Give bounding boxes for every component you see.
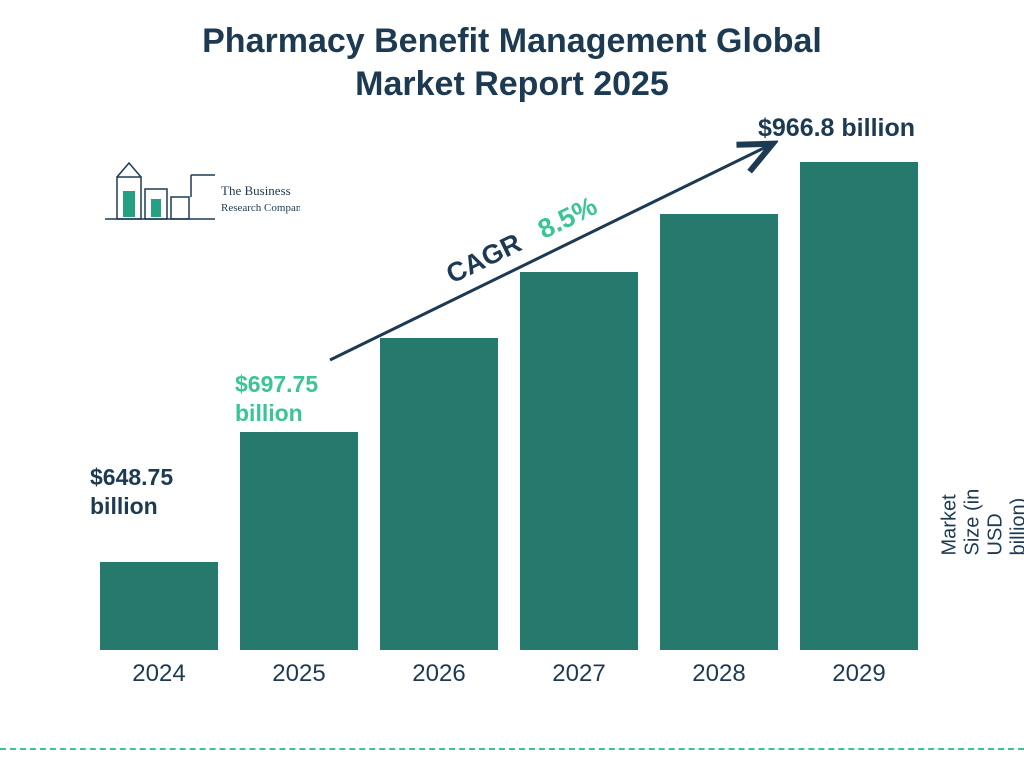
- category-label: 2029: [800, 660, 918, 688]
- footer-divider: [0, 748, 1024, 750]
- category-label: 2025: [240, 660, 358, 688]
- chart-title: Pharmacy Benefit Management Global Marke…: [0, 20, 1024, 105]
- value-label-1: $697.75billion: [235, 370, 318, 428]
- category-label: 2026: [380, 660, 498, 688]
- bar-2028: 2028: [660, 214, 778, 650]
- category-label: 2024: [100, 660, 218, 688]
- bar-2025: 2025: [240, 432, 358, 650]
- chart-canvas: Pharmacy Benefit Management Global Marke…: [0, 0, 1024, 768]
- bar-2026: 2026: [380, 338, 498, 650]
- y-axis-label: Market Size (in USD billion): [939, 477, 1024, 556]
- value-label-0: $648.75billion: [90, 463, 173, 521]
- title-line-2: Market Report 2025: [0, 63, 1024, 106]
- bar-2024: 2024: [100, 562, 218, 650]
- bar-2029: 2029: [800, 162, 918, 650]
- bar-2027: 2027: [520, 272, 638, 650]
- category-label: 2027: [520, 660, 638, 688]
- category-label: 2028: [660, 660, 778, 688]
- title-line-1: Pharmacy Benefit Management Global: [0, 20, 1024, 63]
- value-label-2: $966.8 billion: [758, 113, 915, 144]
